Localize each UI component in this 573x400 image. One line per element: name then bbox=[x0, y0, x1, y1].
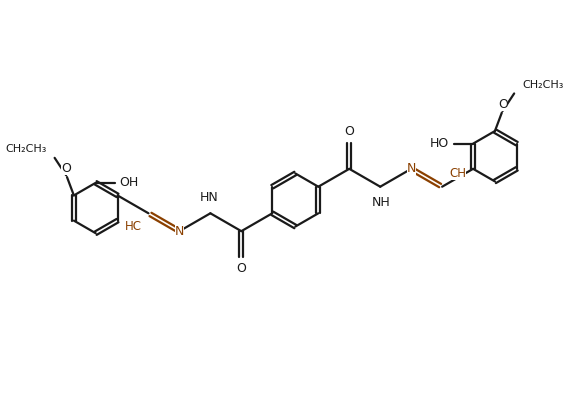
Text: CH₂CH₃: CH₂CH₃ bbox=[5, 144, 46, 154]
Text: HN: HN bbox=[200, 191, 219, 204]
Text: O: O bbox=[237, 262, 246, 275]
Text: NH: NH bbox=[372, 196, 391, 209]
Text: HO: HO bbox=[430, 137, 449, 150]
Text: OH: OH bbox=[120, 176, 139, 189]
Text: O: O bbox=[344, 125, 354, 138]
Text: O: O bbox=[61, 162, 71, 175]
Text: CH: CH bbox=[449, 167, 466, 180]
Text: O: O bbox=[498, 98, 508, 111]
Text: N: N bbox=[406, 162, 416, 175]
Text: HC: HC bbox=[124, 220, 142, 233]
Text: CH₂CH₃: CH₂CH₃ bbox=[523, 80, 564, 90]
Text: N: N bbox=[175, 225, 184, 238]
